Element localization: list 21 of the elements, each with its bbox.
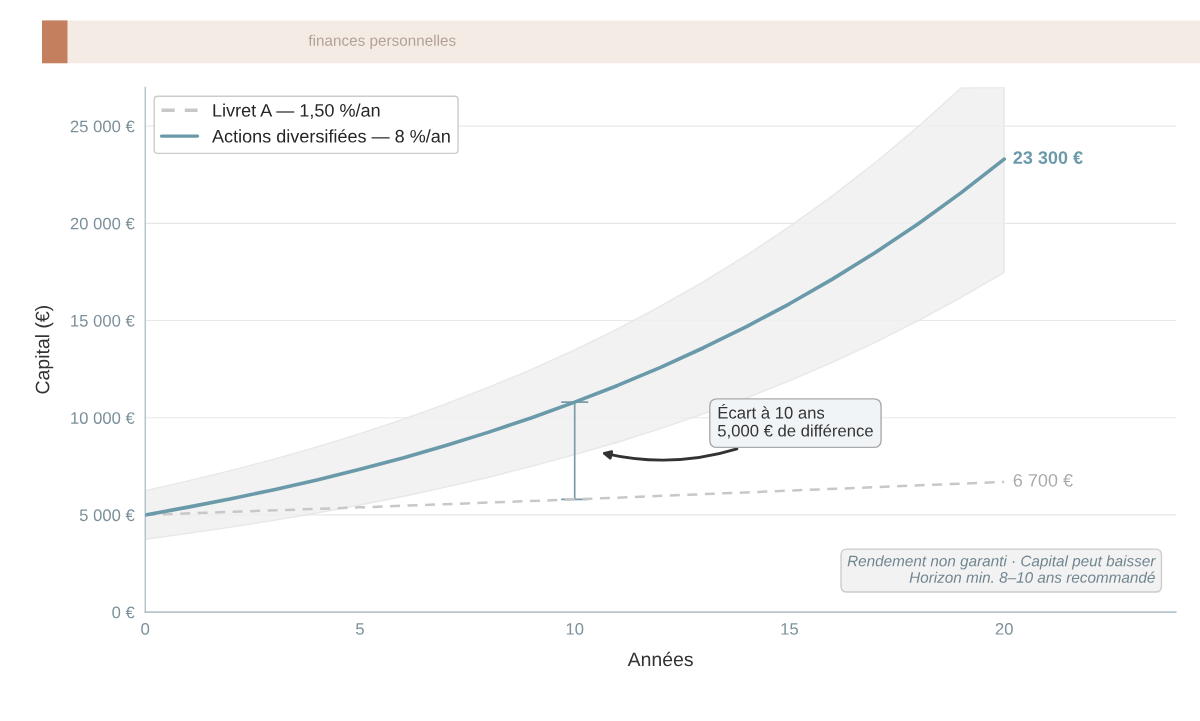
- y-tick-label: 25 000 €: [70, 120, 135, 133]
- y-axis-title: Capital (€): [35, 306, 54, 394]
- x-tick-label: 10: [566, 622, 584, 635]
- annotation: 6 700 €: [1013, 473, 1073, 487]
- y-tick-label: 15 000 €: [71, 314, 135, 327]
- legend-label: Actions diversifiées — 8 %/an: [212, 129, 450, 143]
- y-tick-label: 5 000 €: [79, 509, 135, 522]
- y-tick-label: 0 €: [112, 606, 135, 619]
- y-tick-label: 20 000 €: [70, 217, 135, 230]
- text: finances personnelles: [308, 34, 456, 49]
- x-tick-label: 5: [355, 623, 364, 635]
- annotation: Rendement non garanti · Capital peut baisser Horizon min. 8–10 ans recommandé: [847, 555, 1156, 583]
- x-tick-label: 15: [781, 623, 799, 635]
- y-tick-label: 10 000 €: [71, 412, 135, 424]
- legend-label: Livret A — 1,50 %/an: [213, 103, 380, 119]
- x-tick-label: 0: [141, 622, 150, 635]
- x-tick-label: 20: [995, 622, 1013, 635]
- x-axis-title: Années: [627, 651, 693, 667]
- line-series: [145, 157, 1007, 517]
- annotation: 23 300 €: [1013, 151, 1083, 165]
- annotation: Écart à 10 ans 5,000 € de différence: [717, 404, 873, 439]
